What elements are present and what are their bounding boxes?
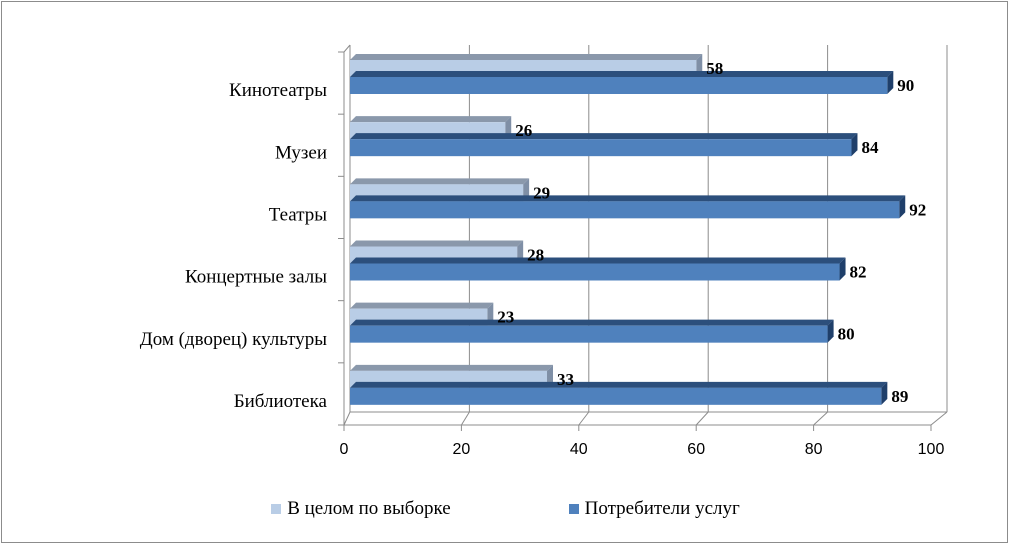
category-label: Театры [269, 204, 328, 225]
bar-side-consumers [827, 319, 834, 343]
legend-swatch-sample [271, 504, 282, 514]
bar-top-consumers [350, 319, 834, 326]
data-label-sample: 33 [557, 370, 574, 389]
bar-top-consumers [350, 381, 888, 388]
axes [338, 44, 947, 431]
bar-top-sample [350, 364, 554, 371]
bar-side-consumers [851, 133, 858, 157]
data-label-consumers: 89 [891, 387, 908, 406]
category-label: Концертные залы [185, 267, 327, 288]
data-label-consumers: 84 [861, 138, 879, 157]
bars [350, 54, 906, 405]
legend-label-sample: В целом по выборке [287, 498, 451, 519]
bar-top-sample [350, 54, 703, 60]
floor-line-0 [343, 411, 351, 426]
bar-side-consumers [899, 195, 906, 219]
bar-top-sample [350, 302, 494, 309]
legend-item-sample: В целом по выборке [271, 498, 451, 520]
x-tick-label-20: 20 [453, 441, 471, 458]
y-axis-top-edge [343, 44, 351, 53]
bar-top-sample [350, 178, 530, 185]
legend-swatch-consumers [568, 504, 579, 514]
bar-top-sample [350, 240, 524, 247]
x-tick-label-40: 40 [570, 441, 588, 458]
data-label-sample: 28 [527, 246, 544, 265]
data-label-sample: 58 [706, 59, 723, 78]
data-label-sample: 29 [533, 183, 550, 202]
category-label: Дом (дворец) культуры [140, 329, 327, 350]
bar-consumers [350, 139, 852, 157]
legend: В целом по выборке Потребители услуг [0, 498, 1011, 520]
category-label: Музеи [275, 142, 327, 163]
floor-line-40 [578, 411, 590, 426]
legend-label-consumers: Потребители услуг [584, 498, 740, 519]
data-label-sample: 26 [515, 121, 532, 140]
x-tick-label-80: 80 [805, 441, 823, 458]
floor-line-100 [930, 411, 948, 426]
data-label-consumers: 80 [838, 325, 855, 344]
bar-side-consumers [887, 71, 894, 94]
bar-top-consumers [350, 71, 894, 77]
labels: 0 20 40 60 80 100 Кинотеатры 58 90 Музеи 26 84 Театр… [140, 59, 945, 458]
bar-consumers [350, 77, 888, 94]
bar-top-consumers [350, 195, 906, 202]
x-tick-label-100: 100 [918, 441, 945, 458]
category-label: Библиотека [234, 391, 328, 412]
bar-consumers [350, 201, 900, 219]
bar-consumers [350, 263, 840, 281]
category-label: Кинотеатры [229, 80, 327, 101]
floor-line-60 [695, 411, 709, 426]
data-label-sample: 23 [497, 308, 514, 327]
x-tick-label-60: 60 [687, 441, 705, 458]
data-label-consumers: 90 [897, 76, 914, 95]
floor-line-20 [460, 411, 470, 426]
bar-side-consumers [839, 257, 846, 281]
x-tick-label-0: 0 [340, 441, 349, 458]
bar-side-consumers [881, 381, 888, 405]
legend-item-consumers: Потребители услуг [568, 498, 740, 520]
data-label-consumers: 92 [909, 200, 926, 219]
bar-top-consumers [350, 257, 846, 264]
bar-top-sample [350, 116, 512, 123]
bar-consumers [350, 325, 828, 343]
data-label-consumers: 82 [850, 263, 867, 282]
bar-top-consumers [350, 133, 858, 140]
bar-consumers [350, 387, 882, 405]
floor-line-80 [813, 411, 828, 426]
